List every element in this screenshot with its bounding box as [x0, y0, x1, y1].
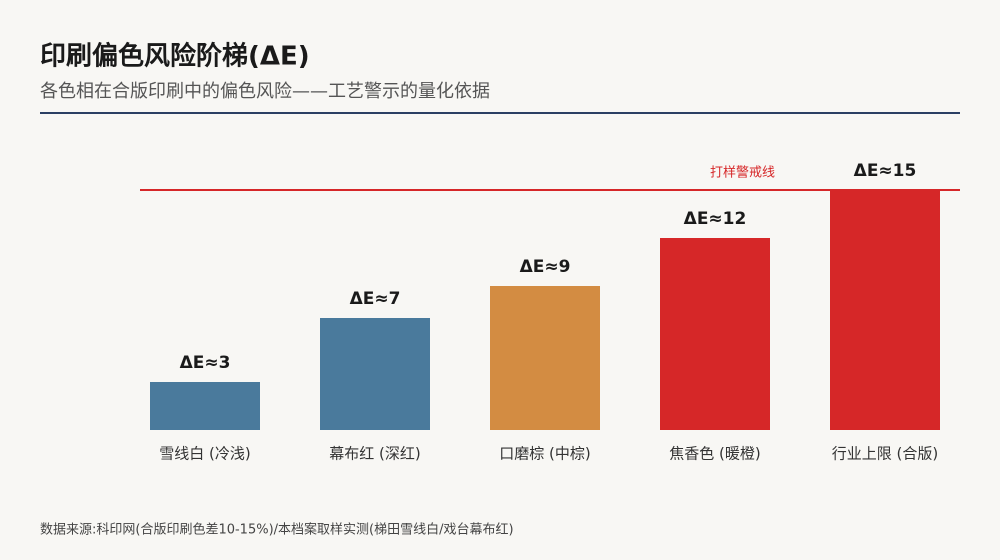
- x-tick-label: 口磨棕 (中棕): [499, 445, 590, 463]
- chart-title: 印刷偏色风险阶梯(ΔE): [40, 41, 310, 72]
- bar: [490, 286, 600, 430]
- value-label: ΔE≈12: [684, 209, 747, 229]
- reference-label: 打样警戒线: [710, 165, 775, 181]
- chart-subtitle: 各色相在合版印刷中的偏色风险——工艺警示的量化依据: [40, 81, 490, 102]
- value-label: ΔE≈3: [180, 353, 231, 373]
- bar: [320, 318, 430, 430]
- source-note: 数据来源:科印网(合版印刷色差10-15%)/本档案取样实测(梯田雪线白/戏台幕…: [40, 522, 514, 538]
- value-label: ΔE≈15: [854, 161, 917, 181]
- bar: [150, 382, 260, 430]
- value-label: ΔE≈7: [350, 289, 401, 309]
- x-tick-label: 雪线白 (冷浅): [159, 445, 250, 463]
- x-tick-label: 焦香色 (暖橙): [669, 445, 760, 463]
- x-tick-label: 行业上限 (合版): [832, 445, 938, 463]
- bar: [660, 238, 770, 430]
- value-label: ΔE≈9: [520, 257, 571, 277]
- bar: [830, 190, 940, 430]
- x-tick-label: 幕布红 (深红): [329, 445, 420, 463]
